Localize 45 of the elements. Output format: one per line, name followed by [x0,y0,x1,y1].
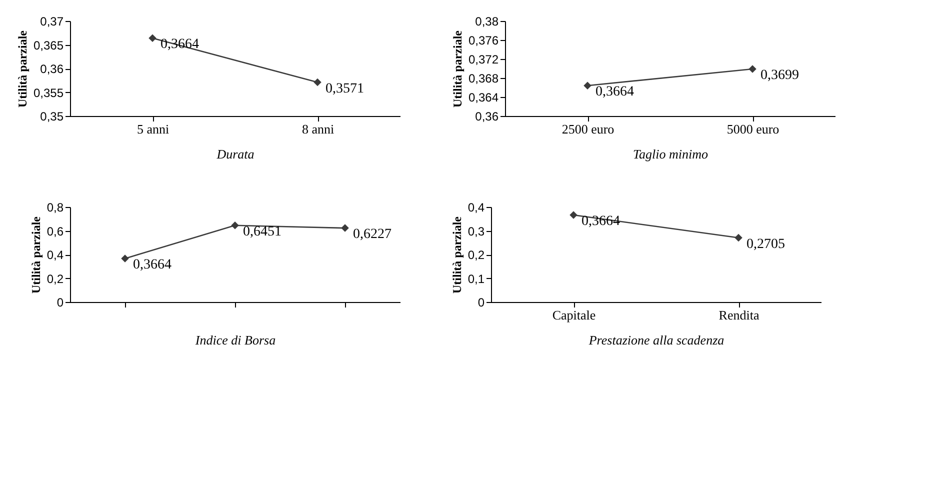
y-tick-label: 0,6 [46,224,64,238]
y-tick-label: 0,2 [46,272,64,286]
data-label: 0,3571 [326,81,364,96]
data-label: 0,6451 [243,224,282,240]
y-tick-label: 0,4 [46,248,64,262]
point [231,222,239,230]
y-axis-title: Utilità parziale [28,216,43,294]
y-tick-label: 0,365 [33,38,64,52]
x-tick-label: 8 anni [302,122,334,136]
y-tick-label: 0,368 [468,72,499,86]
y-tick-label: 0,36 [40,62,64,76]
point [341,224,349,232]
x-tick-label: 5000 euro [726,122,780,136]
x-axis-title: Durata [216,146,255,162]
x-tick-label: Capitale [552,308,596,322]
y-axis-title: Utilità parziale [450,30,464,108]
y-tick-label: 0,8 [46,200,64,214]
y-tick-label: 0,372 [468,52,499,66]
x-axis-title: Prestazione alla scadenza [588,332,725,348]
y-tick-label: 0,3 [468,224,485,238]
y-tick-label: 0,364 [468,90,499,104]
y-tick-label: 0,38 [475,14,499,28]
x-tick-label: 2500 euro [562,122,614,136]
x-axis-title: Taglio minimo [632,146,708,162]
data-label: 0,6227 [353,227,392,242]
y-tick-label: 0,1 [468,272,485,286]
data-label: 0,3664 [133,257,172,272]
y-tick-label: 0,355 [33,86,64,100]
y-tick-label: 0,36 [475,110,499,124]
y-tick-label: 0,4 [468,200,485,214]
y-tick-label: 0 [478,296,485,310]
x-tick-label: 5 anni [136,122,170,136]
y-tick-label: 0,376 [468,34,499,48]
y-tick-label: 0 [56,296,64,310]
y-axis-title: Utilità parziale [15,30,30,108]
data-label: 0,3699 [760,68,799,83]
y-tick-label: 0,37 [40,14,64,28]
y-tick-label: 0,2 [468,248,485,262]
x-tick-label: Rendita [718,308,760,322]
x-axis-title: Indice di Borsa [194,332,276,348]
y-axis-title: Utilità parziale [450,216,464,294]
data-label: 0,3664 [596,84,634,100]
y-tick-label: 0,35 [40,110,64,124]
data-label: 0,2705 [746,236,785,252]
point [121,254,129,262]
